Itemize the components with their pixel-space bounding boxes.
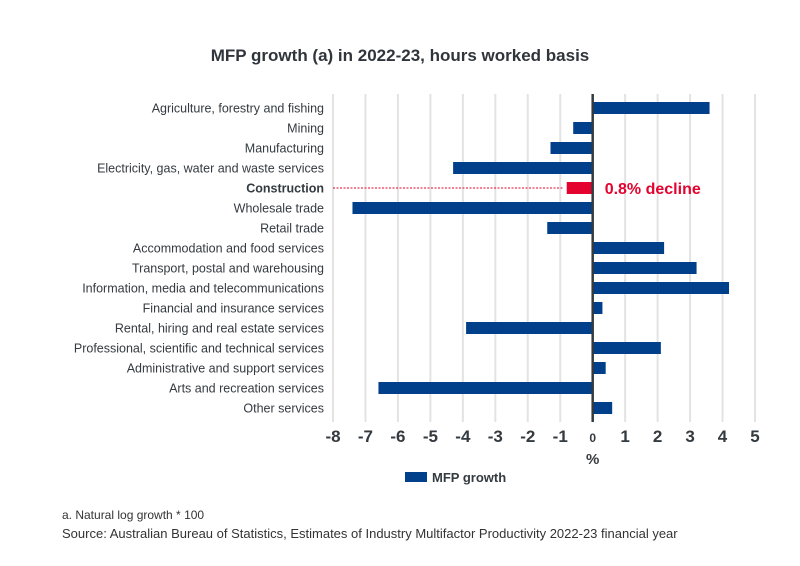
bar-13 [592, 362, 606, 374]
x-tick-label: -6 [390, 427, 405, 446]
bar-8 [592, 262, 697, 274]
category-label: Electricity, gas, water and waste servic… [97, 162, 324, 176]
category-label: Transport, postal and warehousing [132, 262, 324, 276]
category-label: Construction [246, 182, 324, 196]
legend-swatch [405, 472, 427, 482]
category-label: Administrative and support services [127, 362, 324, 376]
x-tick-label: -1 [553, 427, 568, 446]
category-label: Rental, hiring and real estate services [115, 322, 324, 336]
x-tick-label: 1 [620, 427, 629, 446]
category-label: Accommodation and food services [133, 242, 324, 256]
x-tick-label: -2 [520, 427, 535, 446]
category-label: Mining [287, 122, 324, 136]
x-tick-label: -3 [488, 427, 503, 446]
bar-2 [550, 142, 593, 154]
category-label: Professional, scientific and technical s… [74, 342, 324, 356]
category-label: Financial and insurance services [143, 302, 324, 316]
legend-label: MFP growth [432, 470, 506, 485]
bar-4 [566, 182, 593, 194]
source-note: Source: Australian Bureau of Statistics,… [62, 526, 678, 541]
category-label: Wholesale trade [234, 202, 324, 216]
category-label: Other services [243, 402, 324, 416]
category-label: Agriculture, forestry and fishing [152, 102, 324, 116]
bar-7 [592, 242, 665, 254]
bars [333, 102, 730, 414]
category-label: Information, media and telecommunication… [82, 282, 324, 296]
bar-0 [592, 102, 710, 114]
highlight-annotation: 0.8% decline [605, 181, 701, 198]
bar-5 [352, 202, 593, 214]
footnote: a. Natural log growth * 100 [62, 508, 205, 522]
category-label: Manufacturing [245, 142, 324, 156]
bar-9 [592, 282, 730, 294]
x-tick-label: 4 [718, 427, 728, 446]
x-tick-label: -5 [423, 427, 438, 446]
x-tick-label: 0 [589, 431, 596, 445]
bar-10 [592, 302, 603, 314]
x-tick-label: -4 [455, 427, 471, 446]
x-tick-label: 3 [685, 427, 694, 446]
x-tick-label: 5 [750, 427, 759, 446]
gridlines [332, 94, 756, 422]
bar-11 [466, 322, 593, 334]
bar-3 [453, 162, 593, 174]
bar-6 [547, 222, 593, 234]
bar-1 [573, 122, 593, 134]
category-labels: Agriculture, forestry and fishing Mining M… [74, 102, 324, 416]
bar-15 [592, 402, 613, 414]
category-label: Retail trade [260, 222, 324, 236]
bar-12 [592, 342, 661, 354]
x-tick-label: -7 [358, 427, 373, 446]
category-label: Arts and recreation services [169, 382, 324, 396]
bar-14 [378, 382, 593, 394]
x-axis-label: % [586, 451, 599, 468]
x-tick-label: 2 [653, 427, 662, 446]
x-tick-label: -8 [325, 427, 340, 446]
chart-title: MFP growth (a) in 2022-23, hours worked … [210, 46, 590, 65]
x-tick-labels: -8 -7 -6 -5 -4 -3 -2 -1 0 1 2 3 4 5 [325, 427, 759, 446]
